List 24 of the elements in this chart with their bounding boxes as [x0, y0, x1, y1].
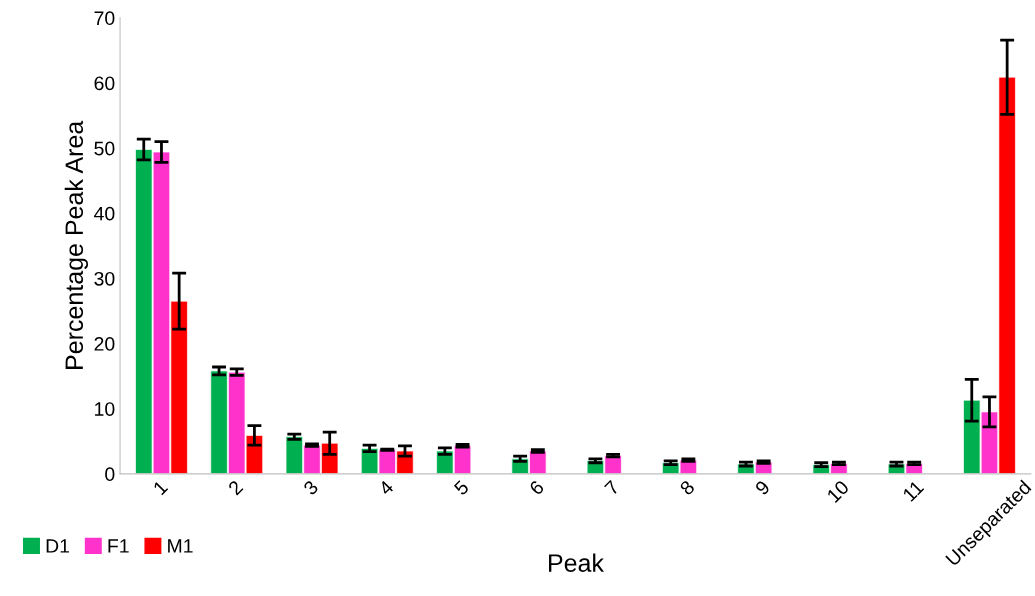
x-tick-label: 5	[453, 479, 470, 496]
y-tick-label: 40	[94, 206, 115, 221]
x-tick-label: 7	[604, 479, 620, 496]
x-tick-label: 3	[302, 479, 319, 496]
y-tick-label: 20	[94, 337, 115, 351]
x-tick-label: 4	[377, 479, 395, 496]
x-axis-title: Peak	[549, 553, 604, 572]
y-axis-title: Percentage Peak Area	[64, 120, 89, 369]
legend-label: F1	[108, 539, 129, 553]
x-tick-label: 8	[679, 479, 696, 496]
x-tick-label: 9	[754, 479, 771, 496]
legend-label: M1	[168, 539, 193, 553]
x-tick-label: 2	[227, 479, 244, 496]
y-tick-label: 70	[94, 11, 115, 26]
x-tick-label: 6	[528, 479, 545, 496]
legend-label: D1	[46, 539, 70, 553]
x-tick-label: 1	[152, 479, 169, 496]
x-tick-label: 10	[826, 479, 850, 504]
x-tick-label: 11	[902, 479, 925, 502]
y-tick-label: 30	[94, 271, 115, 286]
y-tick-label: 10	[95, 402, 115, 416]
y-tick-label: 0	[105, 467, 115, 482]
y-tick-label: 60	[94, 76, 115, 91]
y-tick-label: 50	[94, 141, 115, 156]
